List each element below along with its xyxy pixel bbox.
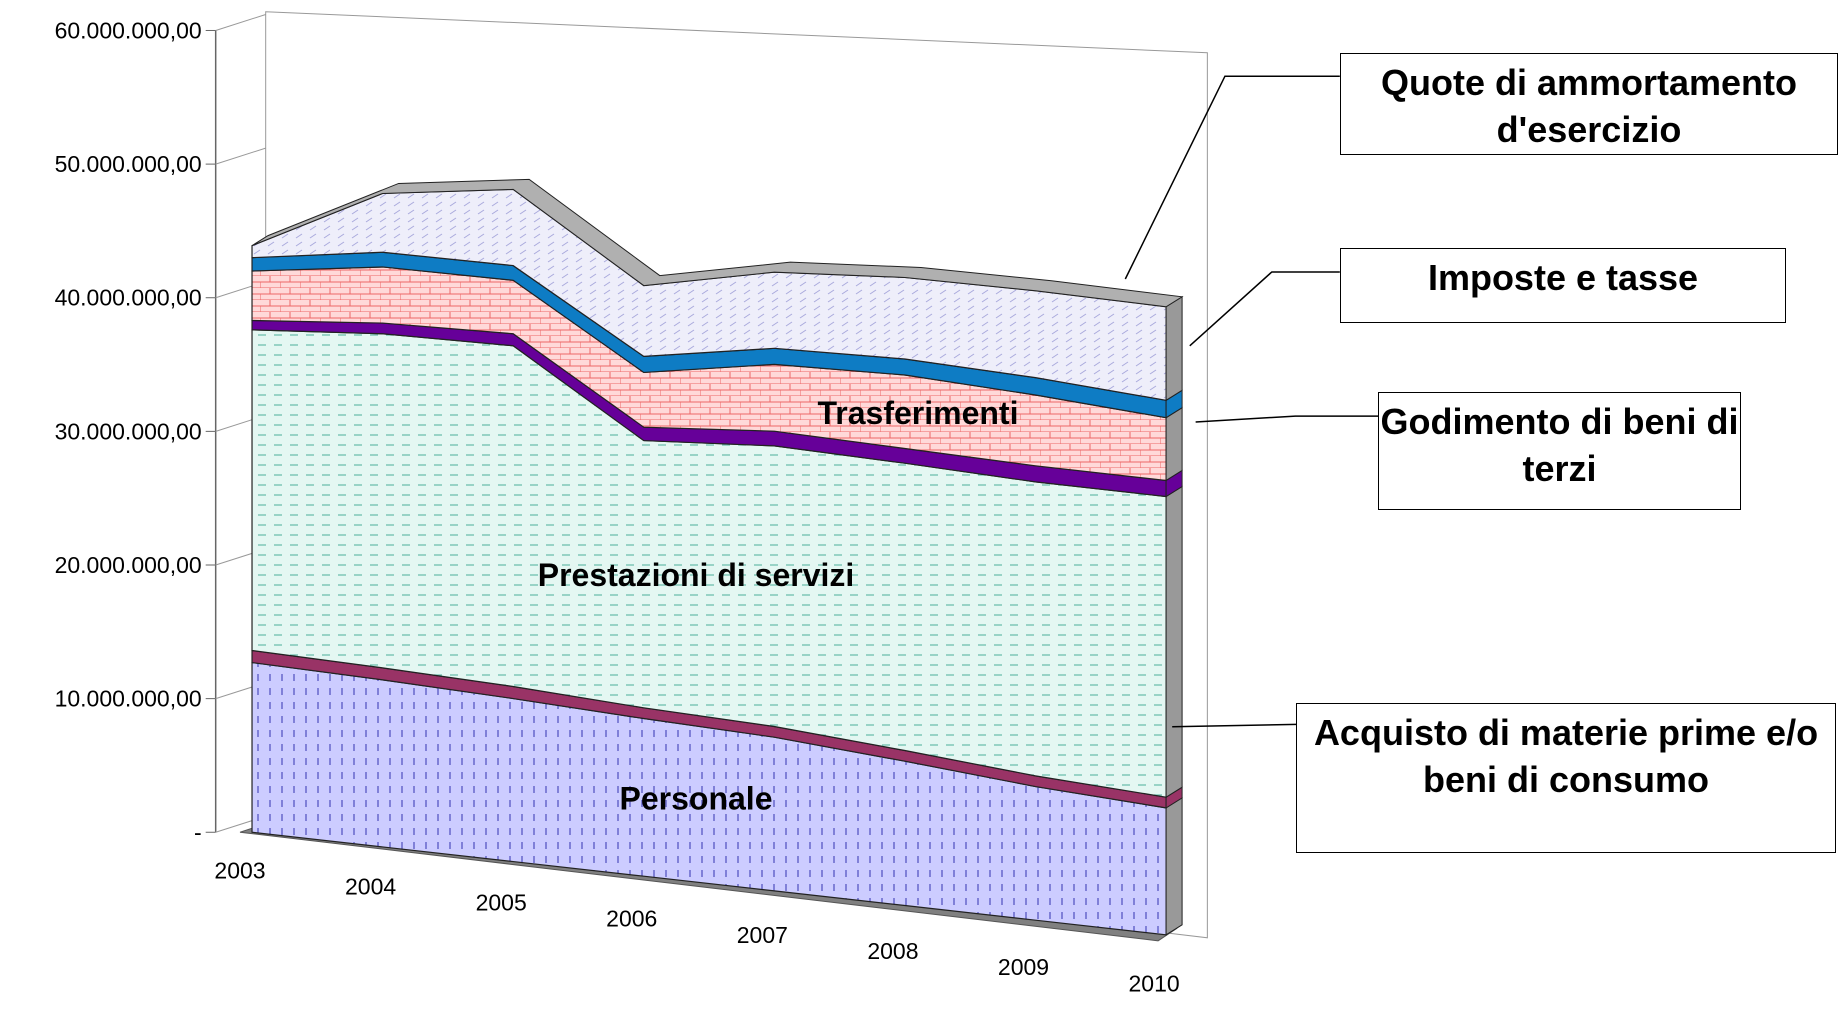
grid-line bbox=[215, 14, 266, 31]
y-tick-label: 50.000.000,00 bbox=[55, 151, 202, 177]
area-side bbox=[1165, 406, 1183, 482]
grid-line bbox=[215, 147, 266, 165]
area-label: Personale bbox=[620, 780, 773, 816]
callout-acquisto: Acquisto di materie prime e/o beni di co… bbox=[1296, 703, 1836, 853]
area-label: Trasferimenti bbox=[818, 395, 1019, 431]
area-side bbox=[1165, 796, 1183, 936]
y-tick-label: 40.000.000,00 bbox=[55, 285, 202, 311]
y-tick-label: 10.000.000,00 bbox=[55, 686, 202, 712]
x-tick-label: 2010 bbox=[1129, 970, 1180, 996]
y-tick-label: 60.000.000,00 bbox=[55, 17, 202, 43]
x-tick-label: 2003 bbox=[214, 857, 265, 883]
area-side bbox=[1165, 485, 1183, 799]
callout-imposte: Imposte e tasse bbox=[1340, 248, 1786, 323]
x-tick-label: 2006 bbox=[606, 906, 657, 932]
x-tick-label: 2005 bbox=[476, 890, 527, 916]
y-tick-label: - bbox=[194, 819, 202, 845]
x-tick-label: 2007 bbox=[737, 922, 788, 948]
callout-godimento: Godimento di beni di terzi bbox=[1378, 392, 1741, 510]
leader-line bbox=[1189, 271, 1340, 347]
area-side bbox=[1165, 295, 1183, 402]
x-tick-label: 2009 bbox=[998, 954, 1049, 980]
leader-line bbox=[1124, 75, 1340, 280]
y-tick-label: 20.000.000,00 bbox=[55, 552, 202, 578]
y-tick-label: 30.000.000,00 bbox=[55, 418, 202, 444]
leader-line bbox=[1172, 723, 1297, 728]
x-tick-label: 2008 bbox=[867, 938, 918, 964]
x-tick-label: 2004 bbox=[345, 873, 396, 899]
leader-line bbox=[1195, 415, 1379, 423]
area-label: Prestazioni di servizi bbox=[538, 557, 855, 593]
top-surface bbox=[251, 178, 1184, 308]
callout-quote: Quote di ammortamento d'esercizio bbox=[1340, 53, 1838, 155]
